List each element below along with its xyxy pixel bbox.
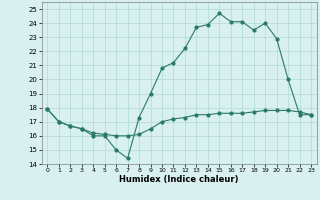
X-axis label: Humidex (Indice chaleur): Humidex (Indice chaleur) xyxy=(119,175,239,184)
